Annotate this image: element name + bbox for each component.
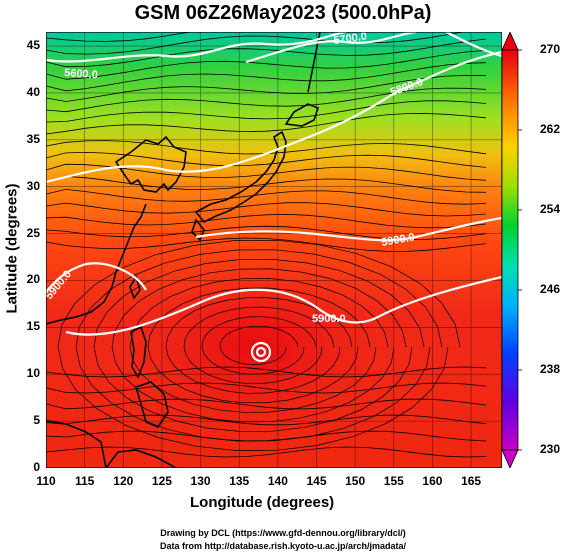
x-tick-label: 115 [74, 474, 95, 488]
japan-honshu [194, 130, 287, 224]
x-tick-label: 110 [36, 474, 56, 488]
x-tick-label: 135 [229, 474, 250, 488]
x-tick-label: 150 [345, 474, 366, 488]
colorbar-tick-label: 262 [540, 122, 561, 136]
x-tick-label: 145 [306, 474, 327, 488]
contour-label: 5900.0 [312, 313, 346, 325]
y-tick-label: 5 [33, 413, 40, 428]
y-tick-label: 30 [26, 178, 40, 193]
y-axis-label: Latitude (degrees) [3, 183, 21, 314]
new-guinea [105, 449, 177, 468]
x-tick-label: 140 [267, 474, 288, 488]
y-tick-label: 45 [26, 38, 40, 53]
contour-label: 5600.0 [64, 67, 98, 81]
y-tick-label: 10 [26, 366, 40, 381]
streamlines [46, 32, 487, 458]
footer-credit-data: Data from http://database.rish.kyoto-u.a… [159, 541, 407, 551]
korea-china-coast [114, 135, 187, 193]
contour-5900-west [46, 262, 147, 293]
taiwan [129, 275, 141, 300]
x-tick-label: 125 [151, 474, 172, 488]
y-tick-label: 35 [26, 131, 40, 146]
x-tick-label: 165 [461, 474, 482, 488]
colorbar-bottom-triangle [501, 449, 519, 468]
footer-credit-dcl: Drawing by DCL (https://www.gfd-dennou.o… [160, 528, 406, 538]
contour-label: 5900.0 [380, 231, 415, 249]
contour-5600 [46, 32, 347, 63]
x-axis-label: Longitude (degrees) [190, 494, 335, 511]
height-contours [46, 32, 502, 363]
china-coast [46, 203, 147, 325]
x-tick-label: 160 [422, 474, 443, 488]
colorbar-tick-label: 246 [540, 282, 561, 296]
chart-title: GSM 06Z26May2023 (500.0hPa) [134, 2, 432, 24]
colorbar-tick-label: 230 [540, 442, 561, 456]
contour-5800 [46, 50, 502, 184]
y-tick-label: 15 [26, 319, 40, 334]
contour-5900-south [65, 275, 502, 336]
y-tick-label: 0 [33, 460, 40, 474]
contour-label: 5700.0 [333, 32, 368, 47]
philippines-south [135, 381, 169, 428]
typhoon-center [250, 341, 272, 363]
japan-hokkaido [284, 103, 319, 127]
x-tick-label: 120 [113, 474, 134, 488]
y-tick-label: 20 [26, 272, 40, 287]
map-plot: 5600.0 5700.0 5800.0 5900.0 5900.0 5900.… [46, 32, 502, 468]
contour-5700 [245, 32, 502, 64]
colorbar-tick-label: 238 [540, 362, 561, 376]
contour-5900-north [195, 216, 502, 242]
y-tick-label: 25 [26, 225, 40, 240]
borneo-coast [46, 421, 107, 468]
x-tick-label: 155 [383, 474, 404, 488]
colorbar-top-triangle [501, 32, 519, 51]
x-tick-label: 130 [190, 474, 211, 488]
philippines-luzon [130, 325, 147, 379]
y-tick-label: 40 [26, 84, 40, 99]
colorbar-tick-label: 270 [540, 42, 561, 56]
warm-core-area [116, 257, 396, 437]
kyushu [191, 218, 205, 242]
colorbar-tick-label: 254 [540, 202, 561, 216]
colorbar [501, 32, 522, 468]
colorbar-gradient [501, 49, 519, 451]
